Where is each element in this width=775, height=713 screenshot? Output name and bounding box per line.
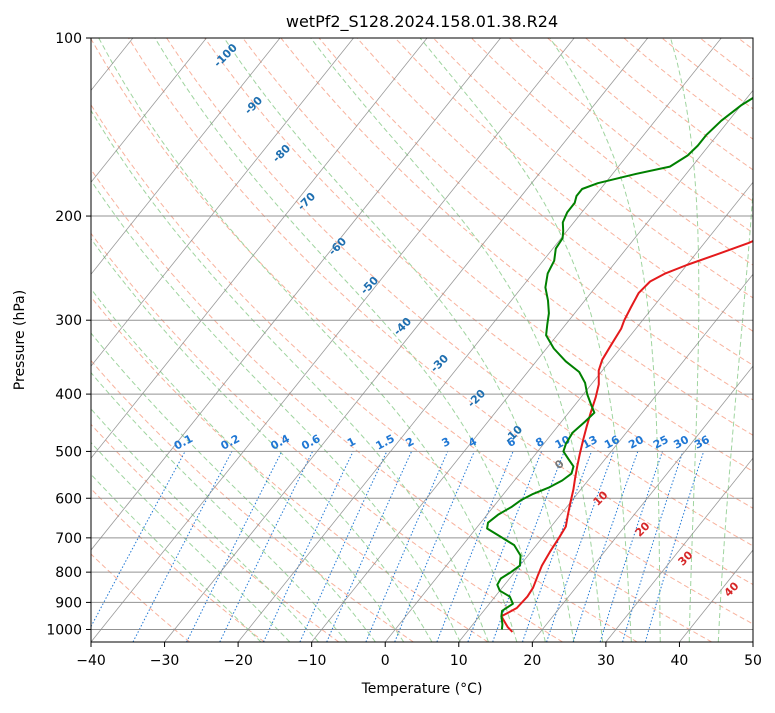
- y-tick-label: 200: [55, 209, 82, 225]
- x-tick-label: 30: [597, 653, 615, 669]
- y-tick-label: 500: [55, 444, 82, 460]
- y-tick-label: 700: [55, 531, 82, 547]
- chart-title: wetPf2_S128.2024.158.01.38.R24: [286, 12, 558, 32]
- x-tick-label: −10: [297, 653, 327, 669]
- y-tick-label: 600: [55, 491, 82, 507]
- x-tick-label: −30: [150, 653, 180, 669]
- y-tick-label: 800: [55, 565, 82, 581]
- x-tick-label: 50: [744, 653, 762, 669]
- y-tick-label: 900: [55, 595, 82, 611]
- y-tick-label: 300: [55, 313, 82, 329]
- x-tick-label: 40: [671, 653, 689, 669]
- x-tick-label: −20: [223, 653, 253, 669]
- y-tick-label: 1000: [46, 622, 82, 638]
- x-axis-label: Temperature (°C): [361, 681, 483, 697]
- x-tick-label: −40: [76, 653, 106, 669]
- x-tick-label: 20: [523, 653, 541, 669]
- y-tick-label: 400: [55, 387, 82, 403]
- x-tick-label: 0: [381, 653, 390, 669]
- y-tick-label: 100: [55, 31, 82, 47]
- x-tick-label: 10: [450, 653, 468, 669]
- y-axis-label: Pressure (hPa): [12, 290, 28, 390]
